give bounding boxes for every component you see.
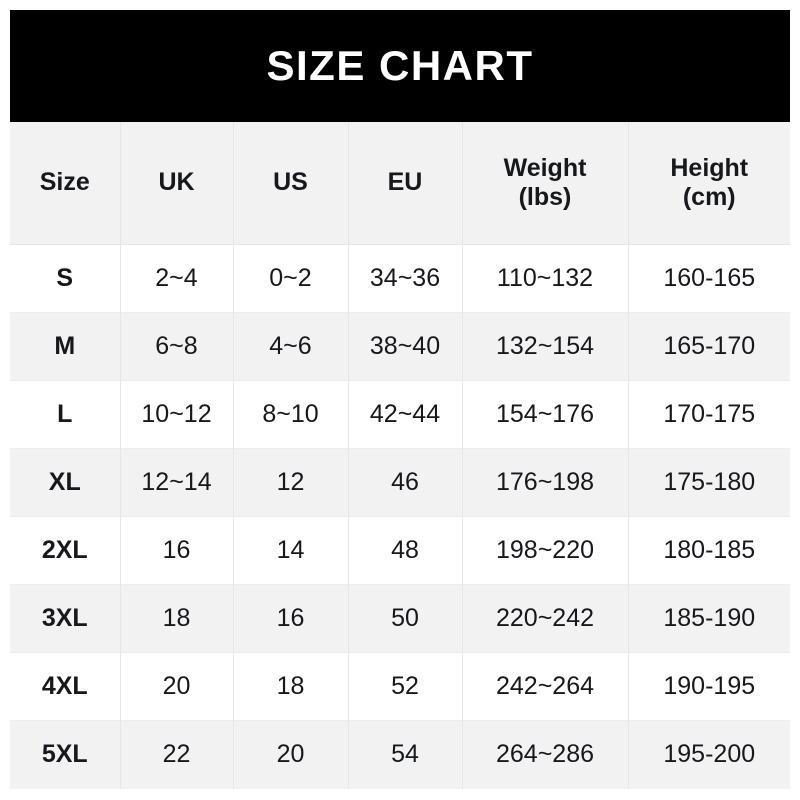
header-row: Size UK US EU Weight (lbs) Height (cm)	[10, 122, 790, 245]
cell-size: S	[10, 244, 121, 313]
column-header-weight: Weight (lbs)	[462, 122, 629, 245]
table-row: 2XL 16 14 48 198~220 180-185	[10, 516, 790, 585]
table-row: S 2~4 0~2 34~36 110~132 160-165	[10, 244, 790, 313]
column-header-height: Height (cm)	[628, 122, 790, 245]
cell-height: 175-180	[628, 448, 790, 517]
cell-height: 190-195	[628, 652, 790, 721]
cell-height: 170-175	[628, 380, 790, 449]
cell-us: 0~2	[233, 244, 349, 313]
cell-weight: 154~176	[462, 380, 629, 449]
cell-uk: 6~8	[120, 312, 234, 381]
table-row: M 6~8 4~6 38~40 132~154 165-170	[10, 312, 790, 381]
cell-us: 12	[233, 448, 349, 517]
cell-uk: 18	[120, 584, 234, 653]
table-row: L 10~12 8~10 42~44 154~176 170-175	[10, 380, 790, 449]
cell-size: M	[10, 312, 121, 381]
column-header-weight-line1: Weight	[503, 153, 587, 182]
page-title: SIZE CHART	[266, 42, 534, 89]
table-row: 5XL 22 20 54 264~286 195-200	[10, 720, 790, 789]
column-header-weight-line2: (lbs)	[518, 183, 572, 211]
cell-eu: 46	[348, 448, 463, 517]
column-header-height-line2: (cm)	[682, 183, 736, 211]
cell-us: 8~10	[233, 380, 349, 449]
cell-size: XL	[10, 448, 121, 517]
column-header-eu-line1: EU	[387, 168, 423, 197]
cell-eu: 42~44	[348, 380, 463, 449]
column-header-uk-line1: UK	[158, 168, 195, 197]
title-banner: SIZE CHART	[10, 10, 790, 122]
cell-us: 4~6	[233, 312, 349, 381]
size-chart-table: Size UK US EU Weight (lbs) Height (cm)	[10, 122, 790, 789]
table-row: 3XL 18 16 50 220~242 185-190	[10, 584, 790, 653]
cell-weight: 198~220	[462, 516, 629, 585]
column-header-eu: EU	[348, 122, 463, 245]
column-header-height-line1: Height	[670, 153, 749, 182]
column-header-us: US	[233, 122, 349, 245]
table-header: Size UK US EU Weight (lbs) Height (cm)	[10, 122, 790, 245]
cell-eu: 50	[348, 584, 463, 653]
cell-uk: 10~12	[120, 380, 234, 449]
column-header-us-line1: US	[273, 168, 308, 197]
cell-height: 185-190	[628, 584, 790, 653]
cell-uk: 20	[120, 652, 234, 721]
cell-eu: 34~36	[348, 244, 463, 313]
cell-eu: 48	[348, 516, 463, 585]
cell-us: 14	[233, 516, 349, 585]
cell-height: 160-165	[628, 244, 790, 313]
cell-size: L	[10, 380, 121, 449]
table-row: XL 12~14 12 46 176~198 175-180	[10, 448, 790, 517]
cell-uk: 12~14	[120, 448, 234, 517]
cell-size: 2XL	[10, 516, 121, 585]
column-header-size-line1: Size	[39, 168, 90, 197]
cell-weight: 242~264	[462, 652, 629, 721]
cell-eu: 38~40	[348, 312, 463, 381]
cell-us: 20	[233, 720, 349, 789]
cell-size: 4XL	[10, 652, 121, 721]
cell-uk: 22	[120, 720, 234, 789]
cell-weight: 110~132	[462, 244, 629, 313]
cell-us: 16	[233, 584, 349, 653]
column-header-uk: UK	[120, 122, 234, 245]
cell-size: 5XL	[10, 720, 121, 789]
table-body: S 2~4 0~2 34~36 110~132 160-165 M 6~8 4~…	[10, 244, 790, 789]
cell-height: 165-170	[628, 312, 790, 381]
cell-size: 3XL	[10, 584, 121, 653]
cell-height: 195-200	[663, 740, 756, 768]
column-header-size: Size	[10, 122, 121, 245]
cell-uk: 16	[120, 516, 234, 585]
cell-uk: 2~4	[120, 244, 234, 313]
cell-eu: 54	[348, 720, 463, 789]
cell-weight: 132~154	[462, 312, 629, 381]
cell-us: 18	[233, 652, 349, 721]
cell-weight: 220~242	[462, 584, 629, 653]
cell-height: 180-185	[628, 516, 790, 585]
cell-eu: 52	[348, 652, 463, 721]
table-row: 4XL 20 18 52 242~264 190-195	[10, 652, 790, 721]
cell-weight: 264~286	[462, 720, 629, 789]
cell-weight: 176~198	[462, 448, 629, 517]
